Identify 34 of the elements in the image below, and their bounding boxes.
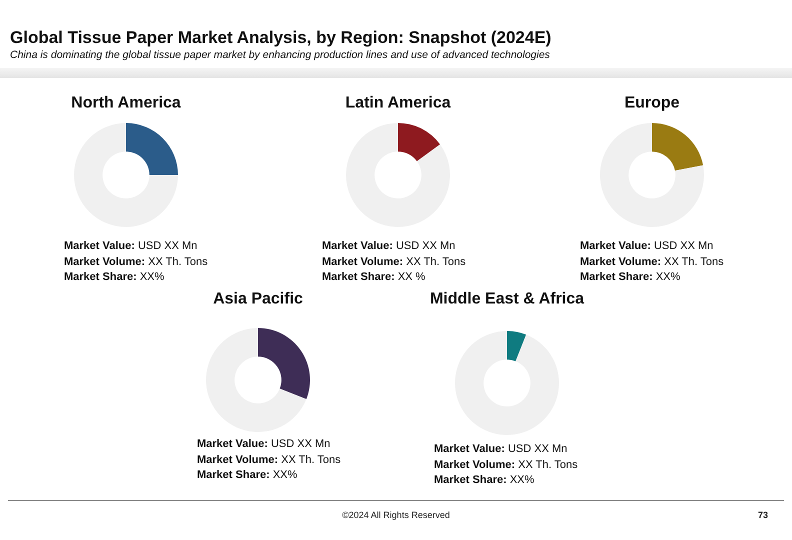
text: Market Value: USD XX Mn: [64, 240, 198, 252]
text: Market Share: XX%: [580, 271, 680, 283]
text: Market Volume: XX Th. Tons: [580, 256, 724, 268]
text: Market Value: USD XX Mn: [322, 240, 456, 252]
text: Market Share: XX%: [197, 469, 298, 481]
text: Market Value: USD XX Mn: [580, 240, 714, 252]
text: Market Volume: XX Th. Tons: [197, 454, 342, 466]
text: Market Share: XX%: [434, 474, 534, 486]
chart-title: North America: [71, 94, 181, 112]
donut-slice: [507, 331, 526, 362]
text: Market Share: XX%: [64, 271, 164, 283]
donut-slice: [346, 123, 450, 227]
donut-slice: [652, 123, 704, 171]
donut-slice: [74, 123, 178, 227]
text: China is dominating the global tissue paper market by enhancing production lines and use of advanced technologies: [10, 49, 550, 61]
text: Market Volume: XX Th. Tons: [64, 256, 208, 268]
text: Market Volume: XX Th. Tons: [322, 256, 466, 268]
chart-title: Latin America: [345, 94, 451, 112]
text: Market Value: USD XX Mn: [434, 443, 568, 455]
donut-slice: [455, 331, 559, 435]
text: Market Value: USD XX Mn: [197, 438, 330, 450]
text: ©2024 All Rights Reserved: [342, 510, 450, 520]
chart-title: Middle East & Africa: [430, 290, 584, 308]
text: Market Share: XX %: [322, 271, 426, 283]
donut-slice: [126, 123, 178, 175]
text: 73: [758, 510, 768, 520]
donut-slice: [600, 123, 704, 227]
donut-slice: [398, 123, 440, 162]
donut-slice: [206, 328, 306, 432]
donut-slice: [258, 328, 310, 400]
chart-title: Asia Pacific: [213, 290, 304, 308]
text: Global Tissue Paper Market Analysis, by Region: Snapshot (2024E): [10, 28, 552, 48]
chart-title: Europe: [624, 94, 680, 112]
text: Market Volume: XX Th. Tons: [434, 459, 578, 471]
